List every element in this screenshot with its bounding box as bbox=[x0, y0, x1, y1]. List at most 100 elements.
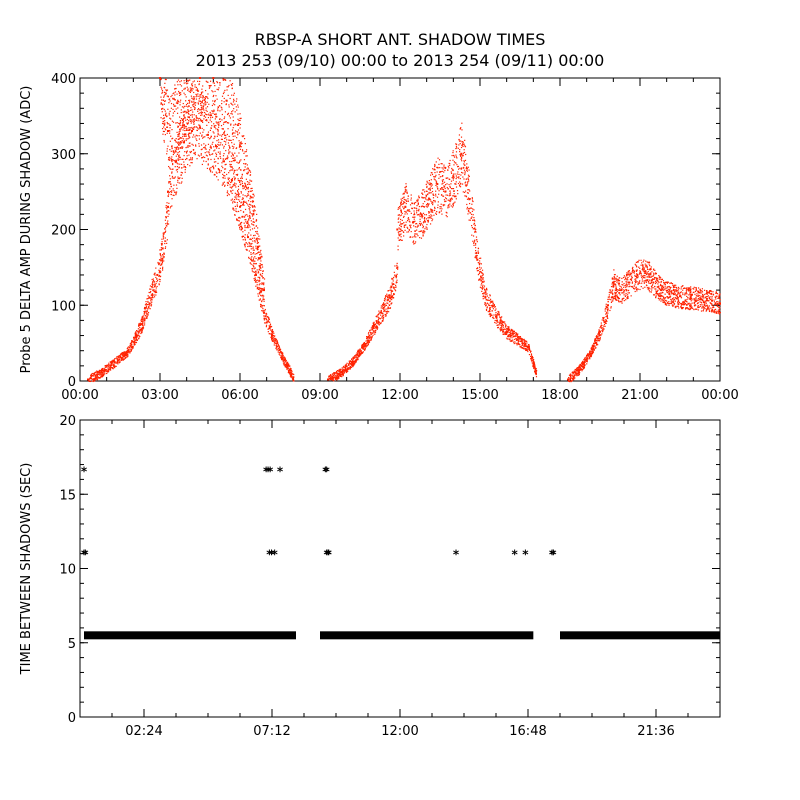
top-scatter-dot bbox=[227, 182, 230, 185]
top-scatter-dot bbox=[100, 373, 102, 376]
top-scatter-dot bbox=[260, 287, 262, 289]
top-scatter-dot bbox=[458, 134, 461, 136]
top-scatter-dot bbox=[464, 182, 466, 184]
top-scatter-dot bbox=[225, 149, 227, 152]
top-scatter-dot bbox=[116, 361, 118, 363]
top-scatter-dot bbox=[262, 304, 264, 307]
top-scatter-dot bbox=[187, 163, 189, 166]
top-scatter-dot bbox=[256, 213, 258, 215]
top-scatter-dot bbox=[362, 342, 365, 345]
top-scatter-dot bbox=[184, 127, 186, 129]
top-scatter-dot bbox=[206, 155, 208, 157]
top-scatter-dot bbox=[468, 180, 470, 182]
top-scatter-dot bbox=[197, 154, 200, 156]
top-scatter-dot bbox=[464, 139, 466, 141]
top-data-point bbox=[199, 77, 201, 79]
top-scatter-dot bbox=[403, 235, 405, 237]
top-scatter-dot bbox=[258, 292, 261, 294]
top-scatter-dot bbox=[413, 207, 416, 209]
top-scatter-dot bbox=[185, 133, 187, 135]
top-scatter-dot bbox=[242, 204, 244, 206]
top-scatter-dot bbox=[467, 177, 469, 179]
top-scatter-dot bbox=[142, 318, 144, 320]
top-scatter-dot bbox=[434, 200, 436, 202]
top-scatter-dot bbox=[114, 358, 116, 360]
top-scatter-dot bbox=[360, 353, 362, 356]
top-scatter-dot bbox=[259, 251, 261, 253]
top-scatter-dot bbox=[459, 178, 461, 180]
top-scatter-dot bbox=[493, 305, 495, 308]
top-scatter-dot bbox=[468, 189, 470, 191]
top-scatter-dot bbox=[410, 224, 412, 226]
top-scatter-dot bbox=[160, 257, 162, 259]
top-scatter-dot bbox=[413, 216, 415, 218]
top-scatter-dot bbox=[260, 264, 262, 266]
top-scatter-dot bbox=[146, 298, 148, 300]
top-scatter-dot bbox=[238, 216, 240, 219]
top-scatter-dot bbox=[163, 91, 166, 93]
top-scatter-dot bbox=[445, 200, 447, 202]
top-scatter-dot bbox=[475, 228, 477, 230]
top-scatter-dot bbox=[127, 346, 130, 348]
top-scatter-dot bbox=[447, 199, 449, 201]
top-scatter-dot bbox=[166, 148, 168, 150]
top-scatter-dot bbox=[339, 369, 341, 371]
top-scatter-dot bbox=[179, 116, 181, 118]
top-scatter-dot bbox=[213, 82, 215, 84]
top-scatter-dot bbox=[188, 127, 190, 129]
top-scatter-dot bbox=[446, 216, 448, 218]
top-scatter-dot bbox=[531, 355, 533, 357]
top-scatter-dot bbox=[159, 253, 161, 255]
top-y-tick-label: 400 bbox=[51, 72, 76, 87]
top-scatter-dot bbox=[424, 221, 426, 223]
top-scatter-dot bbox=[248, 181, 250, 183]
top-scatter-dot bbox=[497, 321, 499, 324]
top-scatter-dot bbox=[229, 97, 231, 100]
top-scatter-dot bbox=[131, 345, 134, 347]
top-scatter-dot bbox=[230, 155, 233, 157]
top-scatter-dot bbox=[247, 243, 249, 245]
top-scatter-dot bbox=[190, 95, 192, 97]
top-scatter-dot bbox=[246, 195, 248, 197]
top-scatter-dot bbox=[386, 312, 388, 314]
top-scatter-dot bbox=[255, 270, 257, 272]
top-scatter-dot bbox=[384, 296, 387, 298]
top-scatter-dot bbox=[119, 355, 122, 357]
top-scatter-dot bbox=[239, 225, 242, 227]
top-scatter-dot bbox=[112, 364, 115, 366]
top-scatter-dot bbox=[181, 126, 184, 128]
top-scatter-dot bbox=[166, 208, 168, 210]
top-scatter-dot bbox=[422, 227, 424, 229]
top-scatter-dot bbox=[215, 121, 217, 123]
top-scatter-dot bbox=[455, 183, 457, 185]
top-scatter-dot bbox=[467, 192, 469, 194]
top-scatter-dot bbox=[465, 181, 467, 183]
top-scatter-dot bbox=[212, 141, 214, 143]
top-scatter-dot bbox=[173, 191, 176, 193]
top-scatter-dot bbox=[215, 161, 217, 163]
top-scatter-dot bbox=[335, 374, 337, 377]
top-scatter-dot bbox=[415, 236, 417, 238]
top-data-point bbox=[484, 296, 487, 299]
top-scatter-dot bbox=[225, 103, 227, 105]
top-scatter-dot bbox=[151, 286, 153, 288]
top-scatter-dot bbox=[377, 318, 380, 321]
top-scatter-dot bbox=[374, 327, 376, 329]
top-data-point bbox=[396, 228, 399, 231]
top-scatter-dot bbox=[169, 149, 171, 151]
top-data-point bbox=[476, 258, 479, 261]
top-scatter-dot bbox=[382, 306, 384, 309]
top-scatter-dot bbox=[435, 212, 437, 214]
top-scatter-dot bbox=[443, 171, 445, 173]
top-scatter-dot bbox=[426, 206, 428, 208]
top-scatter-dot bbox=[193, 101, 195, 103]
top-scatter-dot bbox=[172, 115, 174, 117]
top-scatter-dot bbox=[257, 252, 259, 254]
top-scatter-dot bbox=[379, 317, 381, 319]
top-scatter-dot bbox=[165, 112, 167, 114]
top-scatter-dot bbox=[160, 103, 162, 105]
top-scatter-dot bbox=[510, 331, 512, 333]
top-scatter-dot bbox=[256, 288, 258, 290]
top-scatter-dot bbox=[263, 282, 265, 284]
top-scatter-dot bbox=[430, 211, 432, 213]
